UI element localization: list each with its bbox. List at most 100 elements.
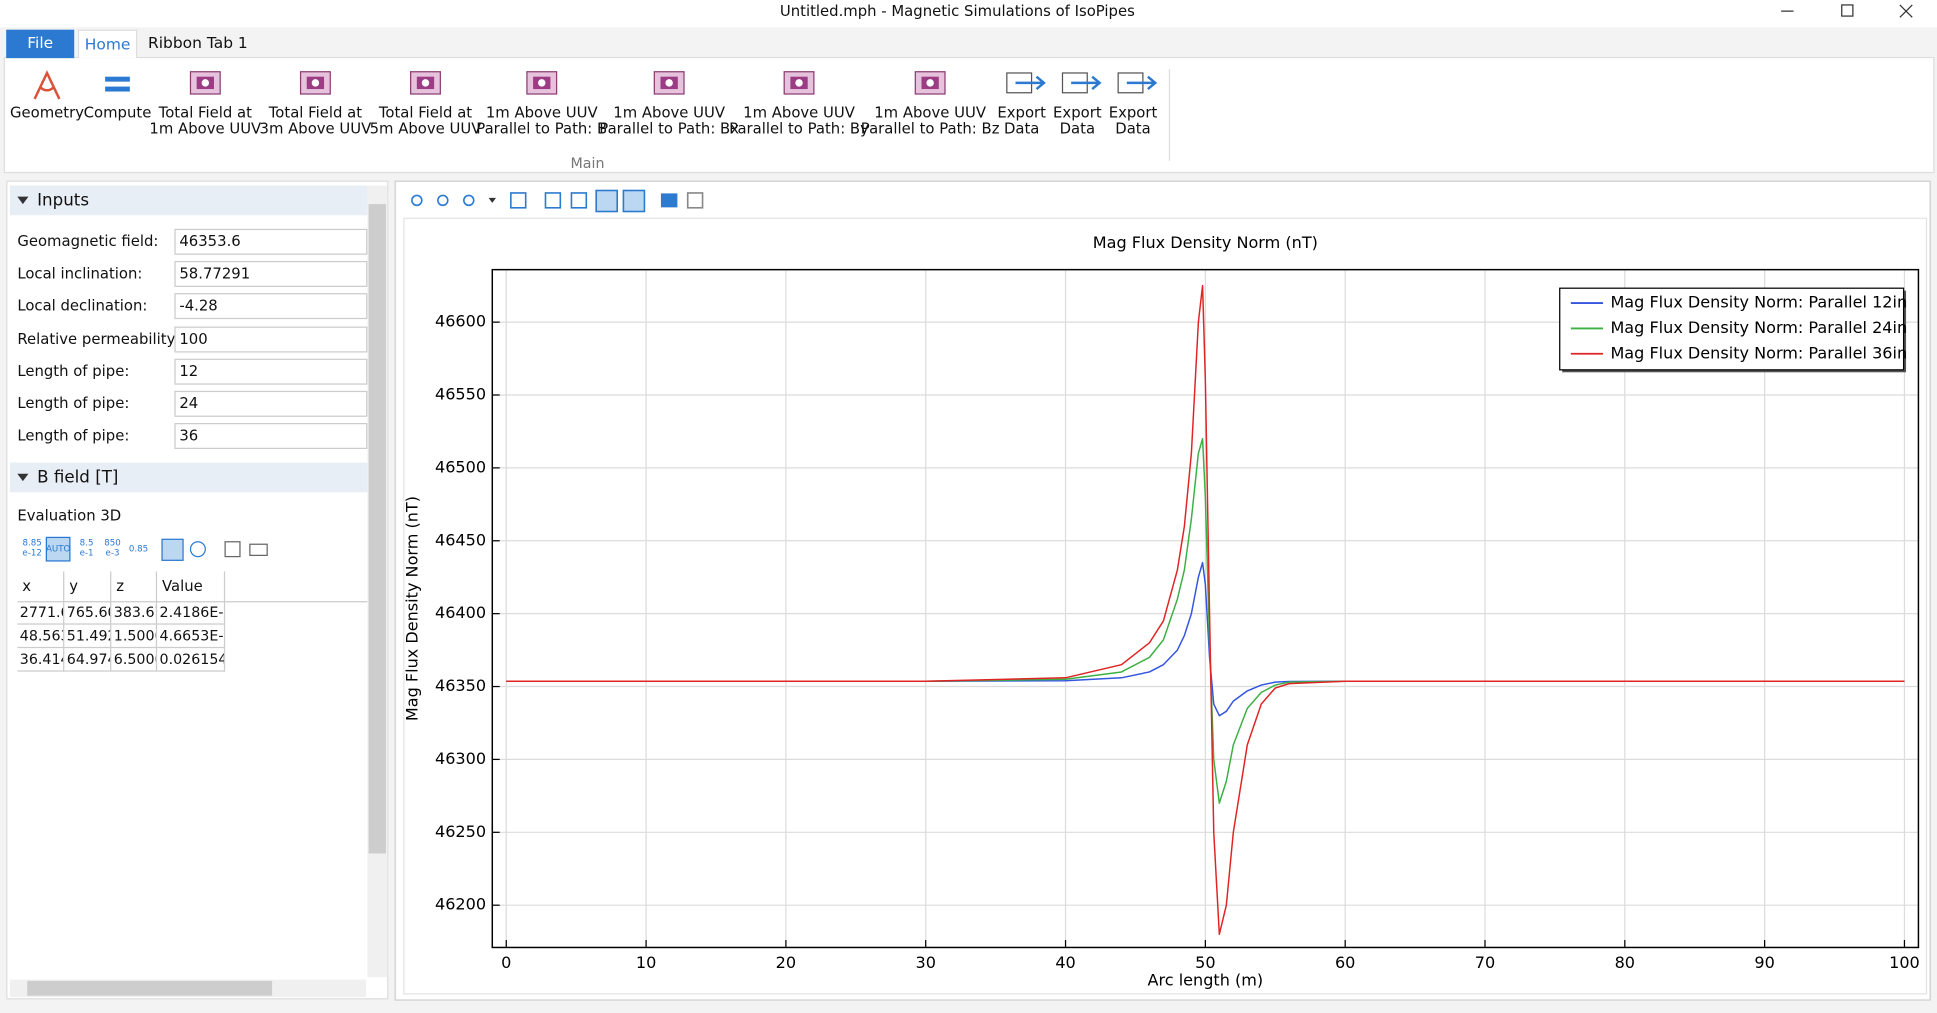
ribbon-button-label[interactable]: Geometry [9,103,85,122]
y-tick-label: 46400 [435,603,486,622]
data-line [506,284,1905,936]
annotation-toggle[interactable] [622,189,646,213]
ribbon-button-label[interactable]: 1m Above UUV [149,119,262,138]
x-tick-label: 20 [776,953,796,972]
ribbon-button-label[interactable]: Parallel to Path: By [729,119,869,138]
table-cell[interactable]: 2.4186E-8 [157,601,226,625]
ribbon-button-icon[interactable] [1006,69,1046,96]
field-label: Local inclination: [17,264,143,283]
ribbon-button-label[interactable]: Total Field at [158,103,252,122]
table-cell[interactable]: 765.60 [64,601,112,625]
graphics-toolbar[interactable] [406,188,715,215]
format-button-label[interactable]: AUTO [45,544,71,555]
legend-label: Mag Flux Density Norm: Parallel 12in [1610,293,1907,312]
ribbon-button-label[interactable]: Parallel to Path: Bz [860,119,1000,138]
ribbon-group-label: Main [570,154,605,172]
ribbon-button-label[interactable]: Total Field at [378,103,473,122]
y-tick-label: 46200 [435,895,486,914]
column-header: Value [157,571,226,603]
field-input[interactable]: 46353.6 [174,228,368,255]
section-header [9,185,368,216]
zoom-out[interactable] [437,194,449,207]
format-button-label[interactable]: e-1 [79,547,94,558]
format-button-label[interactable]: 850 [104,538,121,548]
table-cell[interactable]: 2771.6 [17,601,65,625]
ribbon-button-icon[interactable] [914,69,946,96]
table-cell[interactable]: 64.974 [64,648,112,672]
scrollbar-thumb[interactable] [368,204,386,854]
y-tick-label: 46350 [435,676,486,695]
ribbon-button-label[interactable]: 1m Above UUV [874,103,987,122]
zoom-in[interactable] [411,194,423,207]
ribbon-button-icon[interactable] [1117,69,1158,96]
ribbon-button-label[interactable]: Data [1003,119,1040,138]
field-input[interactable]: 100 [174,326,368,353]
ribbon-tab[interactable]: Home [77,29,138,59]
restore[interactable] [1841,4,1854,17]
ribbon-button-icon[interactable] [299,69,331,96]
ribbon-button-label[interactable]: Export [997,103,1046,122]
format-button[interactable] [45,536,71,562]
table-tools[interactable] [161,538,279,566]
format-button-label[interactable]: 8.85 [22,538,42,548]
field-input[interactable]: 12 [174,358,368,385]
ribbon-tab[interactable]: Ribbon Tab 1 [148,33,248,52]
ribbon-button-label[interactable]: Export [1053,103,1102,122]
y-tick-label: 46450 [435,530,486,549]
print[interactable] [686,192,704,209]
table-cell[interactable]: 0.026154 [157,648,226,672]
zoom-box[interactable] [463,194,475,207]
ribbon-button-icon[interactable] [783,69,815,96]
table-toggle[interactable] [570,192,588,209]
ribbon-tab[interactable]: File [6,29,75,59]
table-cell[interactable]: 48.563 [17,624,65,649]
format-button-label[interactable]: 0.85 [128,544,149,555]
section-arrow [17,193,29,210]
x-tick-label: 80 [1615,953,1635,972]
h-scrollbar-thumb[interactable] [27,980,273,996]
field-input[interactable]: 58.77291 [174,261,368,288]
ribbon-button-label[interactable]: 5m Above UUV [369,119,482,138]
ribbon-button-icon[interactable] [653,69,685,96]
zoom-extents[interactable] [510,192,527,209]
ribbon-button-label[interactable]: Parallel to Path: Bx [599,119,740,138]
ribbon-button-icon[interactable] [101,69,133,96]
ribbon-button-label[interactable]: Compute [83,103,152,122]
ribbon-button-label[interactable]: 1m Above UUV [613,103,726,122]
legend-label: Mag Flux Density Norm: Parallel 24in [1610,318,1907,337]
format-button-label[interactable]: e-12 [22,547,42,558]
ribbon-button-icon[interactable] [189,69,221,96]
ribbon-button-label[interactable]: Data [1115,119,1151,138]
ribbon-button-label[interactable]: Data [1059,119,1096,138]
x-tick-label: 90 [1754,953,1774,972]
ribbon-button-icon[interactable] [409,69,441,96]
format-button-label[interactable]: e-3 [105,547,120,558]
grid-toggle[interactable] [544,192,562,209]
table-cell[interactable]: 383.67 [111,601,158,625]
field-input[interactable]: -4.28 [174,293,368,320]
field-input[interactable]: 36 [174,423,368,450]
ribbon-button-label[interactable]: Parallel to Path: B [476,119,608,138]
column-header: x [17,571,65,603]
window-controls[interactable] [1769,0,1930,25]
ribbon-button-label[interactable]: Export [1108,103,1158,122]
chart-title: Mag Flux Density Norm (nT) [1093,233,1318,252]
table-cell[interactable]: 4.6653E-5 [157,624,226,649]
legend-toggle[interactable] [595,189,619,213]
field-input[interactable]: 24 [174,390,368,417]
ribbon-button-icon[interactable] [526,69,558,96]
format-button-label[interactable]: 8.5 [79,538,94,548]
ribbon-button-label[interactable]: 1m Above UUV [743,103,855,122]
table-cell[interactable]: 36.414 [17,648,65,672]
close[interactable] [1899,4,1913,18]
ribbon-button-label[interactable]: 1m Above UUV [485,103,598,122]
ribbon-button-icon[interactable] [31,69,63,100]
ribbon-button-label[interactable]: 3m Above UUV [259,119,372,138]
ribbon-button-icon[interactable] [1061,69,1102,96]
table-cell[interactable]: 51.492 [64,624,112,649]
screenshot[interactable] [660,193,678,208]
ribbon-button-label[interactable]: Total Field at [268,103,363,122]
